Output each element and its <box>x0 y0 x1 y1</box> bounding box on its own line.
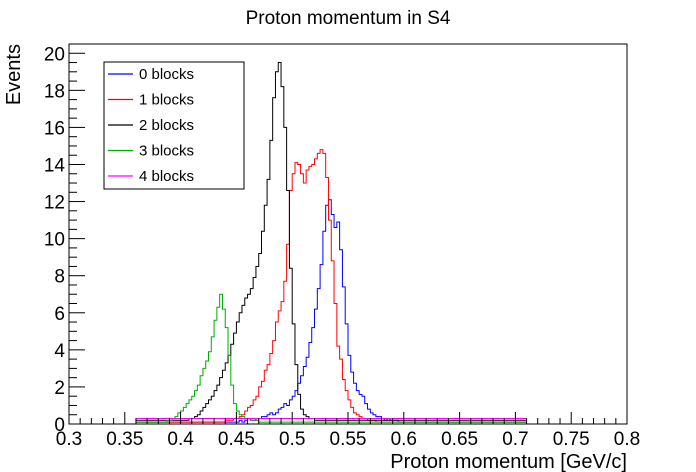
y-tick-label: 4 <box>54 341 65 362</box>
x-axis: 0.3 0.35 0.4 0.45 0.5 0.55 0.6 0.65 0.7 0.75 0.8 <box>56 412 640 450</box>
y-tick-label: 8 <box>54 267 65 288</box>
x-tick-label: 0.55 <box>330 429 367 450</box>
legend-label: 3 blocks <box>139 143 194 160</box>
y-tick-label: 12 <box>44 193 65 214</box>
y-tick-label: 20 <box>44 44 65 65</box>
series-line-1 <box>135 149 527 423</box>
series-line-2 <box>135 62 527 421</box>
y-tick-label: 16 <box>44 118 65 139</box>
y-tick-label: 10 <box>44 230 65 251</box>
y-axis-label: Events <box>3 44 25 105</box>
legend-label: 4 blocks <box>139 168 194 185</box>
x-tick-label: 0.75 <box>553 429 590 450</box>
x-tick-label: 0.8 <box>614 429 640 450</box>
x-axis-label: Proton momentum [GeV/c] <box>390 451 627 472</box>
x-tick-label: 0.35 <box>106 429 143 450</box>
legend-label: 1 blocks <box>139 92 194 109</box>
series-line-3 <box>135 293 527 423</box>
x-tick-label: 0.3 <box>56 429 82 450</box>
y-tick-label: 2 <box>54 378 65 399</box>
legend-label: 2 blocks <box>139 117 194 134</box>
y-tick-label: 0 <box>54 415 65 436</box>
x-tick-label: 0.7 <box>502 429 528 450</box>
x-tick-label: 0.6 <box>391 429 417 450</box>
legend: 0 blocks 1 blocks 2 blocks 3 blocks 4 blocks <box>103 61 245 190</box>
x-tick-label: 0.65 <box>441 429 478 450</box>
chart-title: Proton momentum in S4 <box>246 8 451 29</box>
x-tick-label: 0.45 <box>218 429 255 450</box>
x-tick-label: 0.5 <box>279 429 305 450</box>
y-tick-label: 18 <box>44 81 65 102</box>
y-tick-label: 14 <box>44 155 66 176</box>
y-tick-label: 6 <box>54 304 65 325</box>
legend-label: 0 blocks <box>139 66 194 83</box>
x-tick-label: 0.4 <box>167 429 194 450</box>
y-axis: 0 2 4 6 8 10 12 14 16 18 20 <box>44 43 85 436</box>
